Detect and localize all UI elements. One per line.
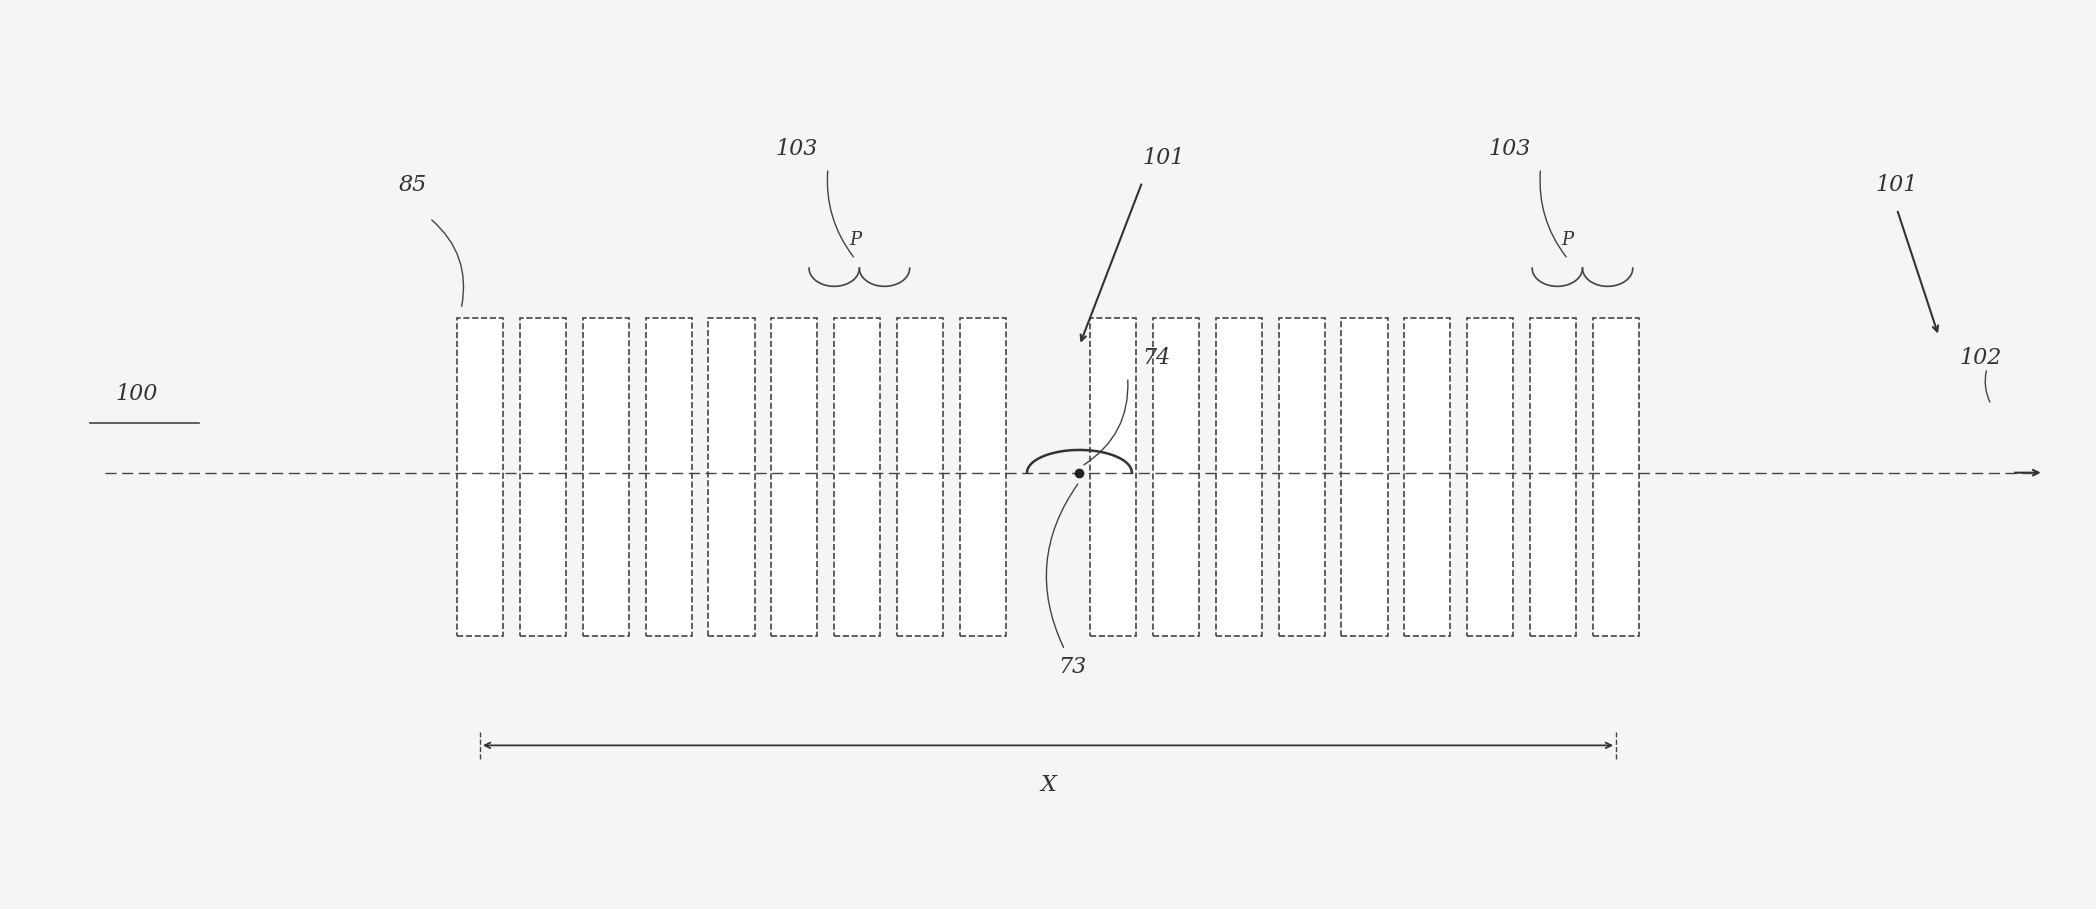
FancyBboxPatch shape [520, 318, 566, 636]
Text: P: P [1562, 232, 1574, 249]
FancyBboxPatch shape [1467, 318, 1513, 636]
Text: 103: 103 [776, 137, 817, 160]
FancyBboxPatch shape [771, 318, 817, 636]
Text: 73: 73 [1058, 655, 1086, 678]
FancyBboxPatch shape [646, 318, 692, 636]
FancyBboxPatch shape [1341, 318, 1388, 636]
FancyBboxPatch shape [834, 318, 880, 636]
Text: P: P [849, 232, 861, 249]
FancyBboxPatch shape [960, 318, 1006, 636]
Text: 85: 85 [398, 174, 425, 196]
FancyBboxPatch shape [1404, 318, 1450, 636]
FancyBboxPatch shape [897, 318, 943, 636]
Text: 101: 101 [1142, 146, 1184, 169]
FancyBboxPatch shape [1279, 318, 1325, 636]
FancyBboxPatch shape [457, 318, 503, 636]
Text: 74: 74 [1142, 346, 1170, 369]
Text: 102: 102 [1960, 346, 2002, 369]
Text: 101: 101 [1876, 174, 1918, 196]
FancyBboxPatch shape [1153, 318, 1199, 636]
Text: 103: 103 [1488, 137, 1530, 160]
FancyBboxPatch shape [1216, 318, 1262, 636]
FancyBboxPatch shape [1090, 318, 1136, 636]
FancyBboxPatch shape [1530, 318, 1576, 636]
Text: 100: 100 [115, 383, 157, 405]
FancyBboxPatch shape [583, 318, 629, 636]
Text: X: X [1040, 774, 1056, 796]
FancyBboxPatch shape [708, 318, 755, 636]
FancyBboxPatch shape [1593, 318, 1639, 636]
